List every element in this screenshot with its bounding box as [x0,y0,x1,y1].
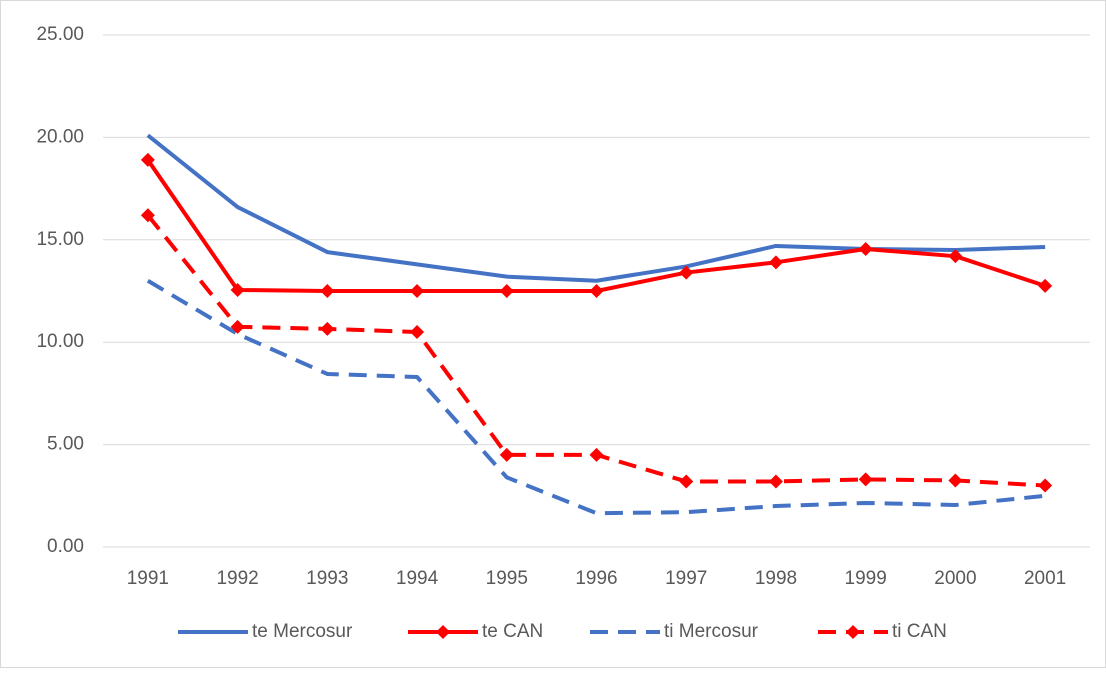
x-tick-label: 2001 [1024,568,1066,589]
point-marker [679,474,694,489]
x-tick-label: 1994 [396,568,439,589]
point-marker [499,447,514,462]
point-marker [499,284,514,298]
point-marker [140,152,155,167]
legend-marker [436,625,450,639]
point-marker [768,255,783,270]
legend-label: te Mercosur [252,621,353,642]
y-tick-label: 25.00 [36,24,84,45]
point-marker [1038,278,1053,293]
y-tick-label: 10.00 [36,331,84,352]
point-marker [230,319,245,334]
y-tick-label: 0.00 [47,536,84,557]
legend-marker [846,625,860,639]
x-tick-label: 1992 [216,568,258,589]
x-tick-label: 1995 [486,568,528,589]
series-line [146,133,1046,283]
point-marker [230,282,245,297]
y-tick-label: 20.00 [36,126,84,147]
point-marker [679,265,694,280]
series-line [146,279,1046,516]
legend-label: ti CAN [892,621,947,642]
point-marker [410,284,425,298]
point-marker [410,324,425,339]
x-tick-label: 1993 [306,568,348,589]
x-tick-label: 1998 [755,568,797,589]
x-tick-label: 1999 [845,568,887,589]
point-marker [948,249,963,264]
point-marker [768,474,783,489]
x-tick-label: 1997 [665,568,707,589]
x-tick-label: 1996 [575,568,617,589]
point-marker [1038,478,1053,493]
point-marker [140,208,155,223]
point-marker [858,242,873,257]
point-marker [589,284,604,298]
y-tick-label: 5.00 [47,434,84,455]
legend-label: te CAN [482,621,543,642]
point-marker [320,284,335,298]
point-marker [589,447,604,462]
y-tick-label: 15.00 [36,229,84,250]
point-marker [320,321,335,336]
x-tick-label: 2000 [934,568,976,589]
point-marker [948,473,963,488]
point-marker [858,472,873,487]
legend-label: ti Mercosur [664,621,759,642]
x-tick-label: 1991 [127,568,169,589]
